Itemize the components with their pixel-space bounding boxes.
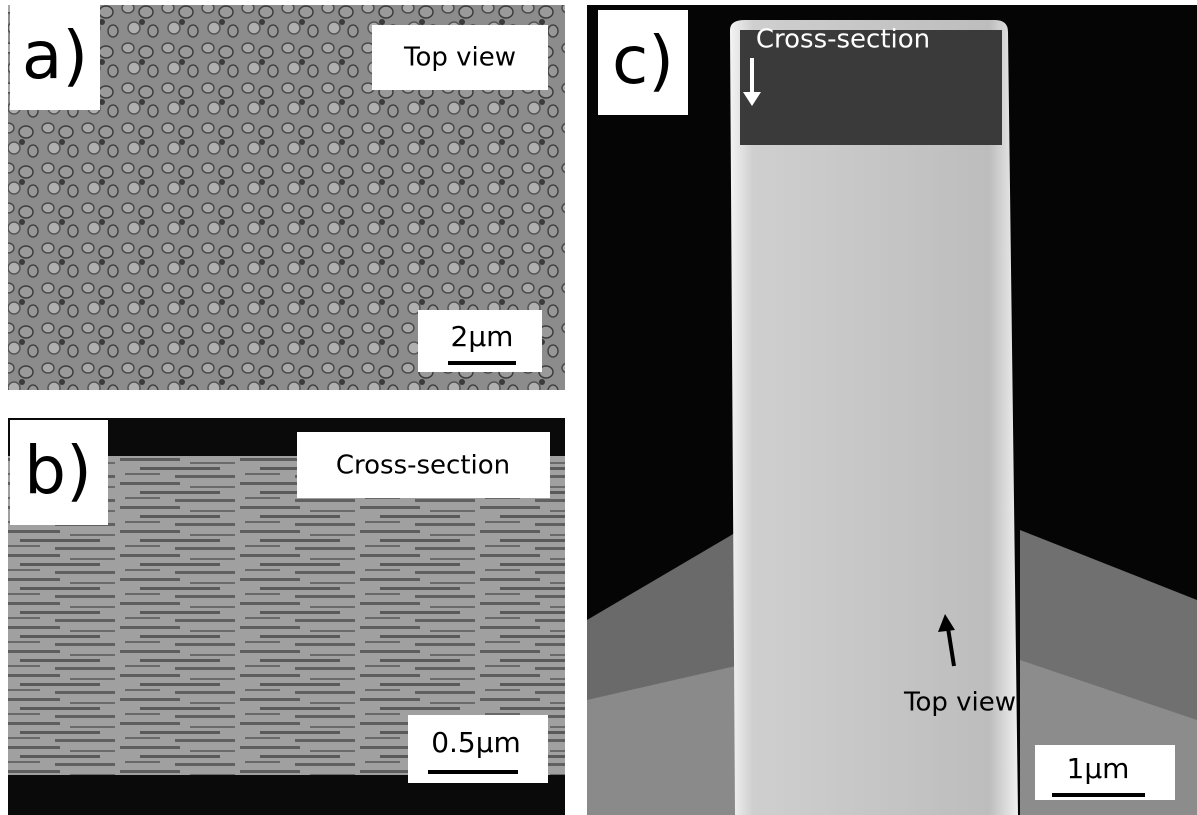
panel-label: b) — [24, 432, 92, 509]
scale-bar-label: 2µm — [451, 320, 514, 353]
annotation: Cross-section — [756, 25, 930, 55]
panel-label: c) — [612, 22, 674, 99]
caption: Top view — [403, 43, 516, 73]
caption: Cross-section — [336, 451, 510, 481]
panel-b: b) Cross-section 0.5µm — [8, 418, 565, 815]
panel-c: Cross-section Top view c) 1µm — [587, 5, 1197, 815]
panel-a: a) Top view 2µm — [8, 5, 565, 390]
panel-label: a) — [22, 17, 88, 94]
figure: a) Top view 2µm b) Cross-section 0.5µm C… — [0, 0, 1197, 815]
scale-bar-label: 1µm — [1067, 752, 1130, 785]
scale-bar-label: 0.5µm — [431, 726, 521, 759]
annotation: Top view — [903, 688, 1016, 718]
